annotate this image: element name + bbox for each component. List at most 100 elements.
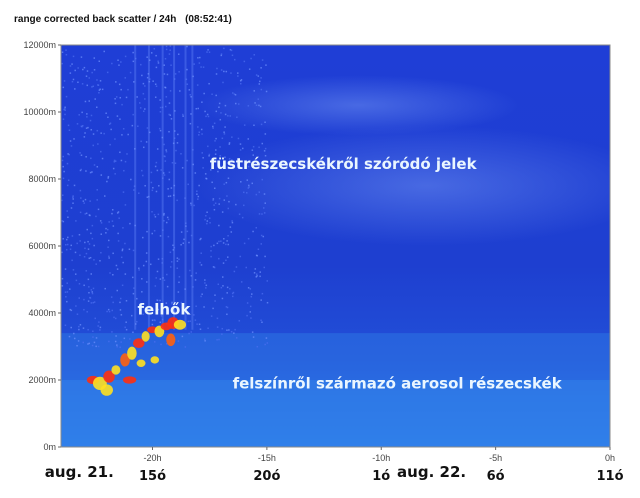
noise-dot (248, 68, 251, 70)
noise-dot (161, 257, 164, 260)
noise-dot (97, 84, 100, 87)
noise-dot (146, 196, 149, 198)
noise-dot (85, 156, 87, 158)
aerosol-layer (61, 333, 610, 447)
noise-dot (228, 143, 231, 145)
noise-dot (193, 204, 195, 207)
noise-dot (205, 284, 208, 287)
noise-dot (228, 329, 230, 331)
noise-dot (146, 281, 148, 283)
noise-dot (124, 77, 127, 79)
noise-dot (107, 177, 109, 179)
noise-dot (154, 96, 157, 98)
noise-dot (144, 108, 146, 110)
noise-dot (172, 244, 174, 247)
noise-dot (207, 49, 209, 51)
noise-dot (146, 56, 148, 58)
noise-dot (230, 231, 233, 233)
noise-dot (87, 240, 89, 243)
noise-dot (182, 242, 185, 244)
noise-dot (264, 343, 266, 346)
noise-dot (205, 287, 207, 289)
noise-dot (108, 310, 111, 313)
noise-dot (221, 137, 224, 140)
noise-dot (78, 328, 80, 331)
noise-dot (220, 54, 223, 57)
noise-dot (167, 218, 170, 221)
noise-dot (230, 331, 233, 333)
noise-dot (91, 171, 93, 173)
noise-dot (86, 116, 88, 118)
noise-dot (263, 266, 266, 269)
noise-dot (69, 308, 71, 311)
noise-dot (218, 197, 221, 200)
noise-dot (180, 153, 182, 155)
noise-dot (199, 261, 201, 264)
noise-dot (71, 235, 74, 237)
noise-dot (151, 210, 153, 213)
noise-dot (122, 191, 125, 193)
noise-dot (261, 59, 264, 61)
noise-dot (153, 229, 156, 232)
noise-dot (78, 297, 81, 299)
noise-streak (173, 45, 176, 330)
noise-dot (169, 45, 172, 47)
noise-dot (260, 243, 263, 245)
noise-dot (64, 106, 66, 109)
noise-dot (222, 81, 224, 84)
noise-dot (173, 78, 176, 80)
noise-dot (266, 301, 269, 304)
noise-dot (157, 308, 160, 311)
noise-dot (85, 170, 87, 172)
noise-dot (84, 100, 87, 103)
noise-dot (246, 302, 249, 304)
noise-dot (80, 197, 82, 199)
noise-dot (198, 323, 201, 326)
noise-dot (120, 314, 123, 316)
noise-dot (88, 342, 91, 345)
noise-dot (189, 122, 192, 125)
noise-dot (133, 189, 135, 191)
noise-dot (161, 302, 164, 305)
noise-dot (115, 335, 117, 337)
noise-dot (168, 171, 171, 174)
noise-dot (70, 244, 72, 247)
noise-dot (194, 172, 197, 174)
noise-dot (169, 266, 172, 268)
noise-dot (96, 189, 99, 191)
chart-time: (08:52:41) (185, 14, 232, 25)
noise-dot (97, 345, 100, 348)
noise-dot (261, 292, 264, 295)
noise-dot (228, 158, 231, 160)
noise-dot (192, 163, 194, 166)
noise-dot (124, 204, 127, 206)
noise-dot (258, 146, 260, 149)
noise-dot (229, 48, 232, 51)
noise-dot (196, 190, 198, 193)
noise-dot (127, 133, 129, 136)
cloud-spot (120, 353, 130, 367)
noise-dot (228, 200, 230, 203)
noise-dot (72, 198, 74, 200)
noise-dot (100, 222, 103, 224)
noise-dot (181, 335, 184, 338)
noise-dot (95, 337, 98, 339)
noise-dot (238, 320, 241, 322)
noise-dot (227, 234, 229, 237)
noise-dot (91, 344, 94, 347)
noise-dot (201, 293, 203, 295)
noise-dot (129, 222, 131, 225)
noise-dot (78, 233, 81, 236)
noise-dot (73, 184, 76, 187)
noise-dot (72, 195, 74, 197)
noise-dot (111, 331, 113, 333)
noise-dot (199, 328, 202, 330)
noise-dot (141, 291, 143, 293)
noise-dot (186, 159, 188, 162)
noise-dot (74, 273, 77, 275)
noise-dot (189, 94, 192, 96)
noise-dot (214, 140, 216, 142)
noise-dot (256, 275, 258, 277)
noise-dot (216, 67, 218, 70)
noise-dot (247, 165, 250, 168)
